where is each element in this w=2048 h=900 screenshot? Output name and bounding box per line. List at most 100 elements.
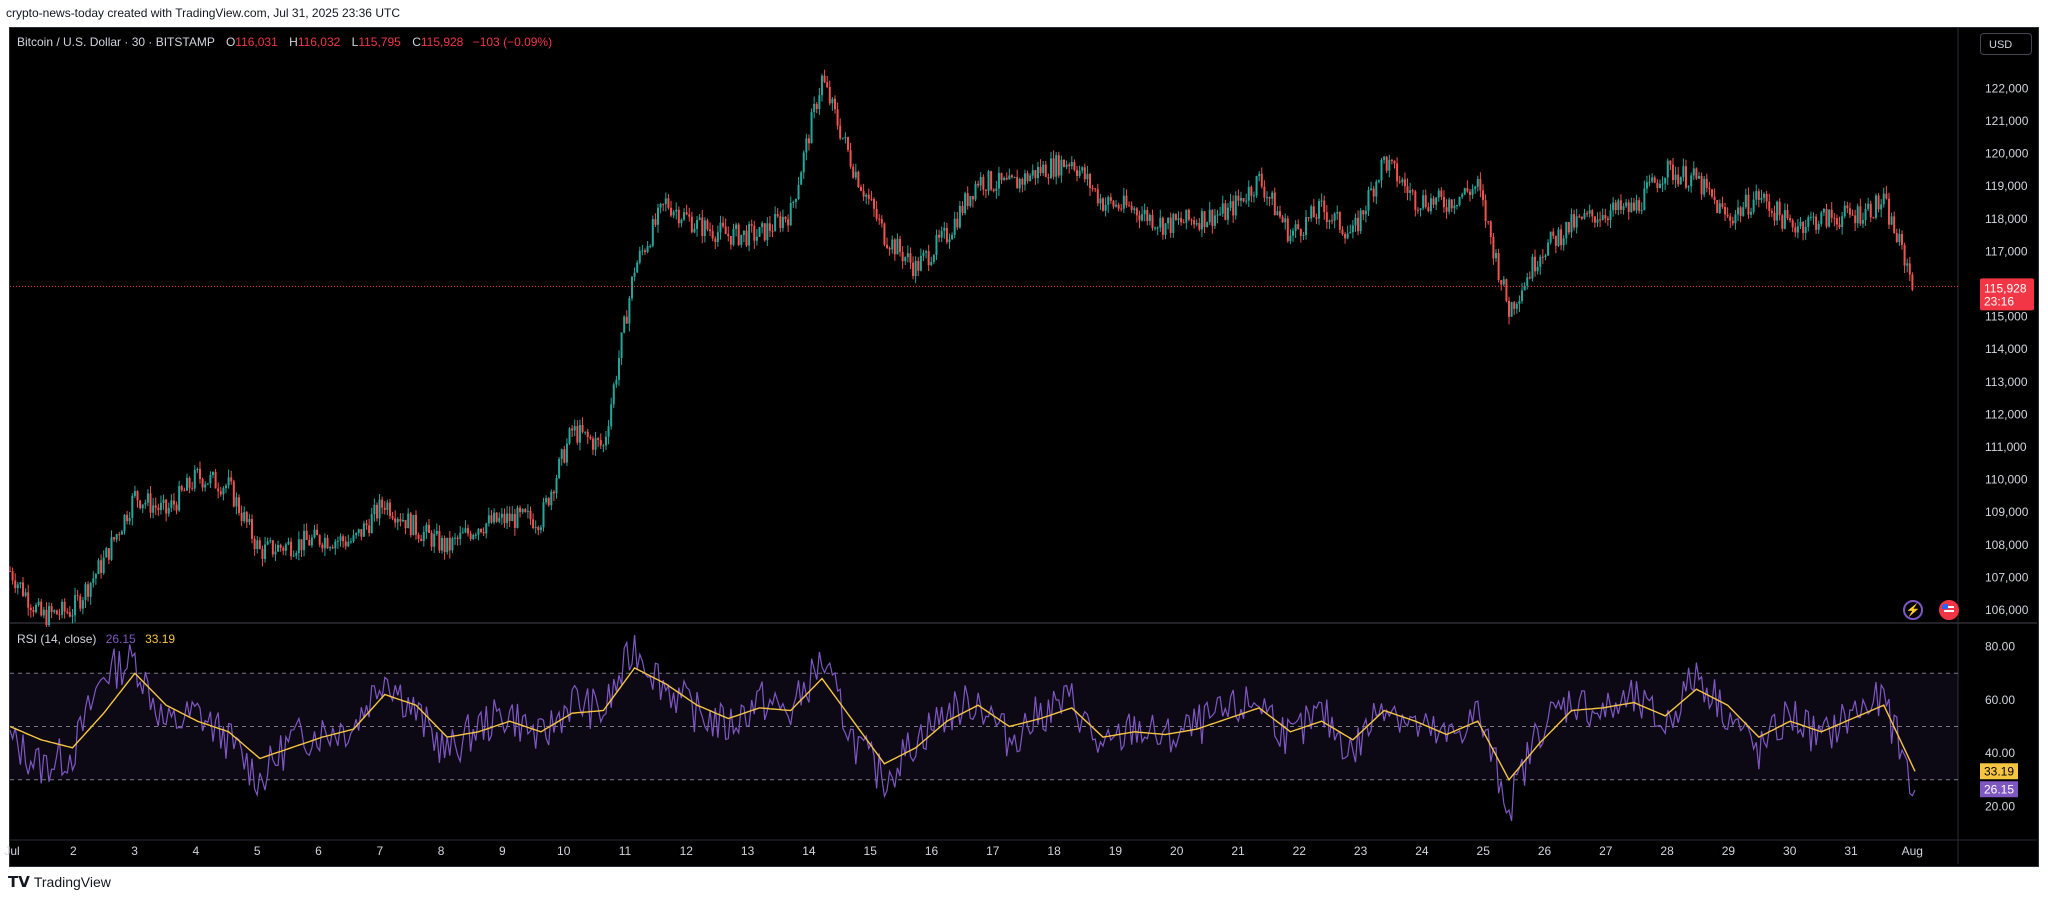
candle-body	[560, 449, 563, 459]
candle-body	[763, 223, 766, 241]
candle-body	[1338, 212, 1341, 230]
candle-body	[625, 316, 628, 324]
candle-body	[1424, 195, 1427, 208]
candle-body	[427, 524, 430, 533]
candle-body	[1802, 221, 1805, 233]
candle-body	[347, 541, 350, 547]
time-axis-label: 29	[1722, 844, 1736, 858]
candle-body	[893, 239, 896, 255]
candle-body	[1263, 186, 1266, 198]
candle-body	[1380, 159, 1383, 181]
candle-body	[277, 544, 280, 552]
last-price-value: 115,928	[1984, 281, 2027, 295]
candle-body	[68, 612, 71, 617]
candle-body	[1552, 231, 1555, 236]
rsi-title[interactable]: RSI (14, close)	[17, 632, 97, 646]
candle-body	[781, 216, 784, 228]
candle-body	[914, 260, 917, 277]
candle-body	[1096, 189, 1099, 204]
candle-body	[698, 217, 701, 220]
us-flag-icon[interactable]	[1939, 600, 1959, 620]
candle-body	[1239, 198, 1242, 201]
candle-body	[784, 216, 787, 220]
candle-body	[232, 481, 235, 507]
candle-body	[628, 298, 631, 324]
candle-body	[1094, 188, 1097, 190]
candle-body	[1770, 210, 1773, 213]
candle-body	[401, 519, 404, 522]
candle-body	[644, 250, 646, 253]
candle-body	[688, 214, 691, 217]
candle-body	[870, 198, 873, 200]
tradingview-logo[interactable]: 𝗧𝗩 TradingView	[8, 873, 111, 891]
tradingview-logo-icon: 𝗧𝗩	[8, 874, 30, 891]
candle-body	[1115, 204, 1118, 207]
candle-body	[136, 490, 139, 501]
candle-body	[646, 246, 649, 253]
candle-body	[180, 486, 183, 491]
candle-body	[113, 537, 116, 540]
candle-body	[597, 438, 600, 440]
candle-body	[922, 252, 925, 256]
candle-body	[563, 449, 566, 463]
candle-body	[323, 537, 326, 549]
candle-body	[209, 474, 212, 484]
candle-body	[1671, 164, 1674, 181]
candle-body	[149, 493, 152, 513]
rsi-value: 26.15	[105, 632, 136, 646]
candle-body	[97, 560, 100, 575]
candle-body	[672, 211, 675, 216]
candle-body	[1265, 197, 1268, 199]
candle-body	[1445, 207, 1448, 212]
candle-body	[800, 172, 803, 185]
candle-body	[217, 488, 220, 492]
candle-body	[469, 533, 472, 539]
symbol-legend: Bitcoin / U.S. Dollar · 30 · BITSTAMP O1…	[17, 35, 552, 49]
candle-body	[1401, 179, 1404, 183]
candle-body	[1695, 168, 1698, 179]
candle-body	[573, 426, 576, 431]
symbol-title[interactable]: Bitcoin / U.S. Dollar · 30 · BITSTAMP	[17, 35, 215, 49]
candle-body	[1541, 256, 1544, 258]
price-axis-label: 113,000	[1985, 375, 2028, 389]
candle-body	[945, 227, 948, 243]
candle-body	[1703, 178, 1706, 195]
candle-body	[1323, 200, 1326, 213]
candle-body	[227, 477, 230, 486]
time-axis-label: 27	[1599, 844, 1613, 858]
candle-body	[313, 529, 316, 538]
candle-body	[1815, 216, 1818, 230]
candle-body	[883, 223, 886, 245]
lightning-icon[interactable]: ⚡	[1903, 600, 1923, 620]
candle-body	[1416, 209, 1419, 211]
candle-body	[1799, 221, 1802, 227]
candle-body	[1461, 194, 1464, 197]
candle-body	[839, 125, 842, 139]
candle-body	[159, 502, 162, 511]
candle-body	[211, 472, 214, 475]
candle-body	[1474, 186, 1477, 189]
candle-body	[1180, 218, 1183, 223]
candle-body	[649, 245, 652, 247]
candle-body	[768, 223, 771, 231]
candle-body	[53, 610, 56, 612]
candle-body	[459, 532, 462, 540]
time-axis-label: 21	[1231, 844, 1245, 858]
candle-body	[178, 486, 181, 511]
currency-button[interactable]: USD	[1980, 33, 2032, 55]
candle-body	[755, 236, 758, 241]
candle-body	[745, 230, 748, 246]
candle-body	[1755, 191, 1758, 200]
candle-body	[1776, 201, 1779, 221]
candle-body	[1817, 223, 1820, 230]
candle-body	[1414, 191, 1417, 210]
candle-body	[222, 488, 225, 495]
candle-body	[14, 580, 17, 589]
time-axis-label: 24	[1415, 844, 1429, 858]
candle-body	[1351, 225, 1354, 233]
candle-body	[1286, 218, 1289, 242]
candle-body	[1729, 216, 1732, 221]
candle-body	[758, 227, 761, 237]
candle-body	[586, 431, 589, 438]
